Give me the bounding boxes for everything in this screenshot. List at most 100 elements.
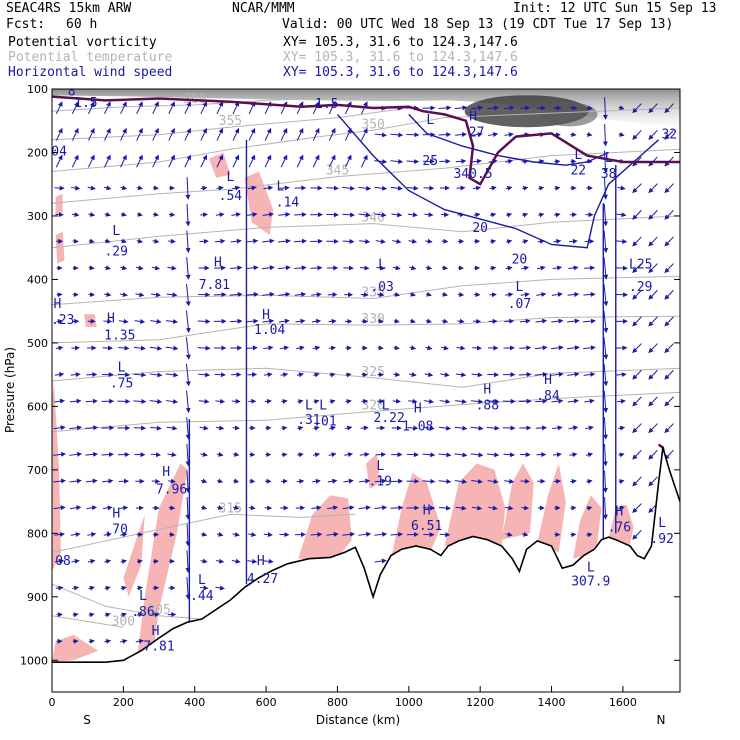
wind-vector: [568, 425, 579, 431]
wind-vector: [425, 238, 433, 244]
wind-vector: [185, 310, 191, 334]
wind-vector: [425, 318, 432, 324]
x-tick-label: 1400: [538, 696, 566, 709]
wind-vector: [232, 425, 240, 431]
wind-vector: [328, 154, 336, 168]
wind-vector: [216, 101, 224, 115]
wind-vector: [248, 154, 256, 168]
wind-vector: [602, 497, 608, 520]
wind-vector: [245, 291, 259, 297]
wind-vector: [168, 101, 175, 115]
wind-vector: [361, 398, 369, 404]
pv-value-label: 27: [469, 126, 485, 141]
wind-vector: [104, 559, 112, 564]
x-tick-label: 1600: [609, 696, 637, 709]
wind-vector: [200, 154, 207, 168]
pv-value-label: 38: [601, 167, 617, 182]
wind-vector: [185, 203, 191, 227]
wind-vector: [102, 505, 113, 511]
wind-vector: [586, 131, 593, 137]
pv-extremum-marker: L: [198, 573, 206, 588]
wind-vector: [616, 212, 627, 218]
wind-vector: [502, 425, 516, 431]
wind-vector: [197, 318, 211, 324]
wind-vector: [229, 292, 243, 298]
pv-value-label: .88: [476, 399, 499, 414]
wind-vector: [229, 318, 243, 324]
theta-contour-360: [52, 96, 356, 112]
wind-vector: [120, 211, 127, 217]
pv-extremum-marker: H: [262, 308, 270, 323]
pv-value-label: .54: [219, 189, 243, 204]
wind-vector: [168, 154, 175, 168]
wind-vector: [648, 289, 658, 300]
wind-vector: [617, 398, 626, 404]
wind-vector: [217, 478, 224, 484]
wind-vector: [185, 283, 191, 307]
wind-vector: [215, 238, 226, 244]
wind-vector: [262, 238, 275, 244]
wind-vector: [618, 479, 625, 485]
pv-value-label: .86: [131, 605, 154, 620]
wind-vector: [54, 531, 66, 537]
wind-vector: [185, 390, 191, 414]
wind-vector: [408, 398, 418, 404]
terrain-surface-line: [52, 447, 680, 664]
wind-vector: [470, 425, 484, 431]
wind-vector: [359, 452, 370, 458]
wind-vector: [423, 398, 435, 404]
wind-vector: [185, 443, 191, 467]
pv-value-label: .14: [276, 195, 300, 210]
wind-vector: [551, 292, 563, 297]
wind-vector: [185, 497, 191, 520]
pv-value-label: .70: [104, 522, 127, 537]
wind-vector: [632, 449, 642, 460]
wind-vector: [664, 423, 674, 434]
pv-shading-region: [55, 231, 65, 264]
wind-vector: [88, 212, 96, 217]
wind-vector: [344, 101, 352, 115]
wind-vector: [343, 478, 354, 484]
wind-vector: [53, 505, 66, 511]
wind-vector: [342, 212, 356, 218]
wind-vector: [519, 318, 531, 324]
wind-vector: [72, 612, 79, 618]
wind-vector: [168, 505, 176, 511]
wind-vector: [438, 132, 452, 138]
wind-vector: [185, 417, 191, 440]
wind-vector: [69, 398, 82, 404]
wind-vector: [185, 363, 191, 387]
wind-vector: [584, 398, 595, 404]
pv-extremum-marker: H: [112, 506, 120, 521]
wind-vector: [54, 372, 65, 378]
theta-contour-320: [52, 391, 680, 433]
wind-vector: [552, 265, 563, 271]
wind-vector: [152, 127, 159, 141]
wind-vector: [86, 505, 98, 511]
wind-vector: [393, 318, 400, 324]
pv-value-label: .08: [47, 554, 70, 569]
wind-vector: [648, 396, 658, 407]
wind-vector: [232, 101, 240, 115]
wind-vector: [648, 476, 658, 487]
wind-vector: [88, 639, 95, 644]
pv-value-label: 20: [472, 221, 488, 236]
theta-contour-label: 305: [147, 603, 170, 618]
wind-vector: [296, 372, 304, 378]
pv-value-label: .92: [650, 532, 673, 547]
theta-contour-355: [52, 107, 409, 141]
wind-vector: [262, 318, 275, 324]
y-tick-label: 300: [27, 210, 48, 223]
wind-vector: [327, 505, 339, 511]
pv-shading-region: [137, 463, 188, 661]
wind-vector: [504, 318, 515, 324]
wind-vector: [248, 127, 256, 141]
wind-vector: [374, 212, 387, 218]
wind-vector: [344, 127, 352, 141]
pv-extremum-marker: L: [319, 399, 327, 414]
pv-value-label: 1.5: [74, 96, 97, 111]
wind-vector: [280, 154, 288, 168]
wind-vector: [552, 452, 562, 458]
wind-vector: [56, 292, 63, 298]
wind-vector: [88, 238, 95, 244]
